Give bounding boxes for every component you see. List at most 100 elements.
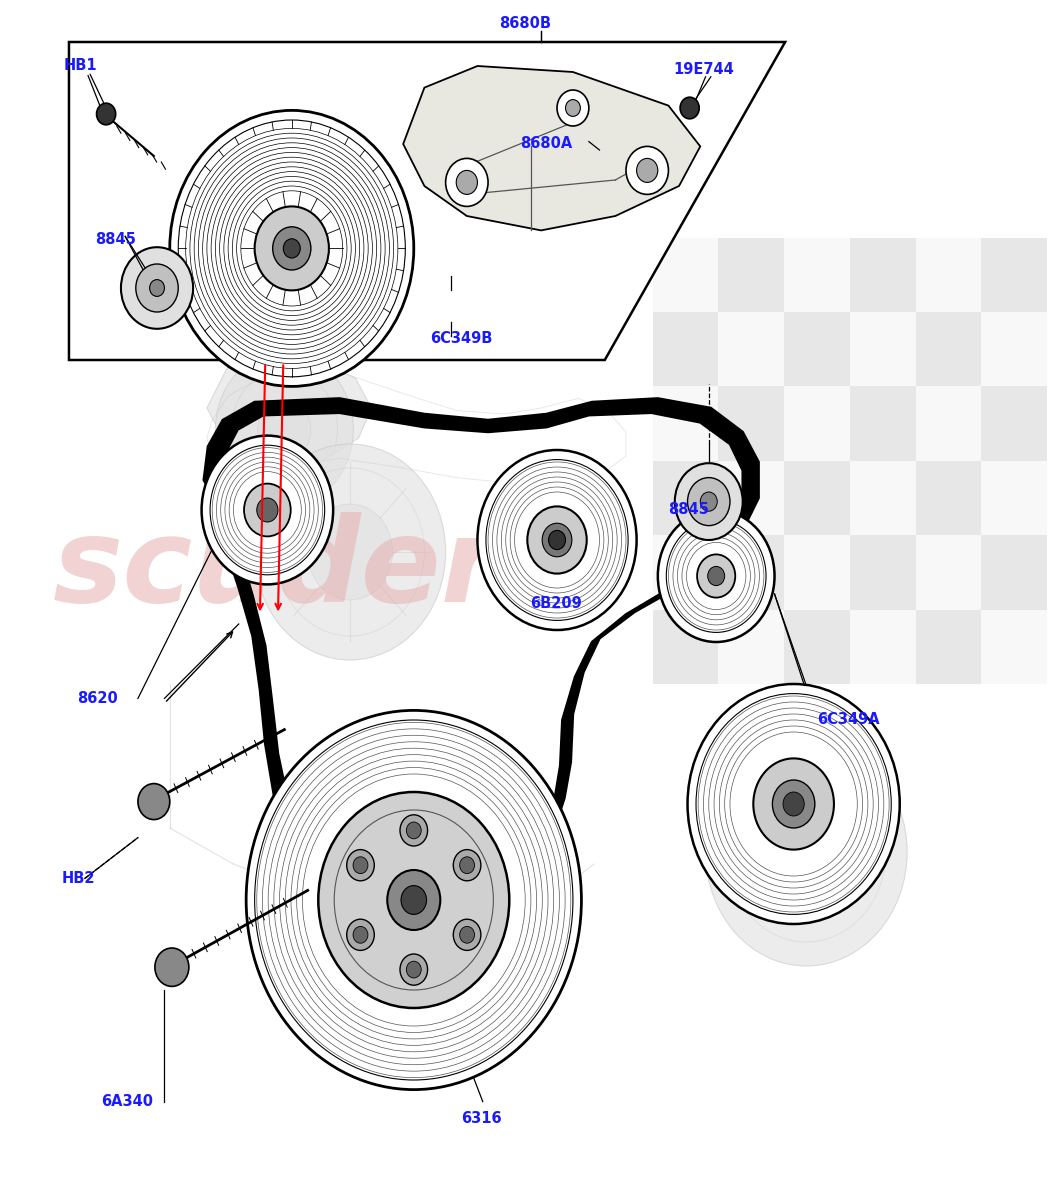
Bar bbox=[916, 386, 981, 461]
Circle shape bbox=[764, 804, 849, 900]
Bar bbox=[850, 461, 916, 535]
Bar bbox=[916, 610, 981, 684]
Text: 6B209: 6B209 bbox=[530, 596, 582, 611]
Circle shape bbox=[215, 352, 353, 508]
Bar bbox=[981, 535, 1047, 610]
Circle shape bbox=[486, 460, 628, 620]
Bar bbox=[718, 535, 784, 610]
Circle shape bbox=[708, 566, 725, 586]
Circle shape bbox=[255, 206, 329, 290]
Bar bbox=[850, 312, 916, 386]
Circle shape bbox=[697, 554, 735, 598]
Circle shape bbox=[400, 815, 428, 846]
Circle shape bbox=[401, 886, 427, 914]
Circle shape bbox=[406, 961, 421, 978]
Circle shape bbox=[696, 694, 891, 914]
Polygon shape bbox=[204, 398, 759, 922]
Circle shape bbox=[255, 444, 446, 660]
Bar bbox=[653, 312, 718, 386]
Bar bbox=[916, 535, 981, 610]
Circle shape bbox=[566, 100, 580, 116]
Bar bbox=[981, 238, 1047, 312]
Bar bbox=[718, 386, 784, 461]
Circle shape bbox=[273, 227, 311, 270]
Bar bbox=[784, 312, 850, 386]
Text: 6C349A: 6C349A bbox=[817, 713, 880, 727]
Text: 19E744: 19E744 bbox=[674, 62, 734, 77]
Circle shape bbox=[155, 948, 189, 986]
Bar bbox=[653, 461, 718, 535]
Circle shape bbox=[688, 478, 730, 526]
Circle shape bbox=[477, 450, 637, 630]
Circle shape bbox=[626, 146, 668, 194]
Bar bbox=[653, 238, 718, 312]
Circle shape bbox=[136, 264, 178, 312]
Bar bbox=[981, 386, 1047, 461]
Circle shape bbox=[666, 520, 766, 632]
Circle shape bbox=[138, 784, 170, 820]
Circle shape bbox=[121, 247, 193, 329]
Circle shape bbox=[688, 684, 900, 924]
Circle shape bbox=[542, 523, 572, 557]
Bar bbox=[981, 312, 1047, 386]
Bar bbox=[784, 610, 850, 684]
Circle shape bbox=[706, 738, 907, 966]
Circle shape bbox=[453, 919, 481, 950]
Circle shape bbox=[244, 484, 291, 536]
Circle shape bbox=[246, 710, 581, 1090]
Circle shape bbox=[753, 758, 834, 850]
Bar bbox=[850, 535, 916, 610]
Bar bbox=[981, 461, 1047, 535]
Text: 8680B: 8680B bbox=[499, 17, 551, 31]
Circle shape bbox=[446, 158, 488, 206]
Circle shape bbox=[308, 504, 393, 600]
Text: 6C349B: 6C349B bbox=[430, 331, 492, 346]
Polygon shape bbox=[207, 350, 371, 468]
Circle shape bbox=[347, 850, 375, 881]
Bar bbox=[718, 610, 784, 684]
Circle shape bbox=[202, 436, 333, 584]
Circle shape bbox=[170, 110, 414, 386]
Text: HB1: HB1 bbox=[64, 59, 98, 73]
Bar bbox=[916, 312, 981, 386]
Circle shape bbox=[258, 400, 311, 460]
Text: 6A340: 6A340 bbox=[101, 1094, 153, 1109]
Circle shape bbox=[785, 828, 828, 876]
Bar bbox=[916, 238, 981, 312]
Circle shape bbox=[549, 530, 566, 550]
Circle shape bbox=[387, 870, 440, 930]
Bar bbox=[981, 610, 1047, 684]
Text: 6316: 6316 bbox=[462, 1111, 502, 1126]
Text: 8845: 8845 bbox=[95, 233, 137, 247]
Circle shape bbox=[97, 103, 116, 125]
Circle shape bbox=[783, 792, 804, 816]
Bar bbox=[653, 535, 718, 610]
Circle shape bbox=[680, 97, 699, 119]
Circle shape bbox=[453, 850, 481, 881]
Bar bbox=[784, 238, 850, 312]
Circle shape bbox=[353, 926, 368, 943]
Circle shape bbox=[318, 792, 509, 1008]
Bar bbox=[784, 461, 850, 535]
Circle shape bbox=[400, 954, 428, 985]
Text: 8620: 8620 bbox=[77, 691, 118, 706]
Circle shape bbox=[150, 280, 164, 296]
Bar bbox=[850, 386, 916, 461]
Bar bbox=[850, 610, 916, 684]
Bar bbox=[850, 238, 916, 312]
Circle shape bbox=[459, 857, 474, 874]
Bar bbox=[718, 312, 784, 386]
Circle shape bbox=[772, 780, 815, 828]
Bar bbox=[916, 461, 981, 535]
Text: scuderia: scuderia bbox=[53, 512, 621, 628]
Circle shape bbox=[675, 463, 743, 540]
Polygon shape bbox=[69, 42, 785, 360]
Circle shape bbox=[406, 822, 421, 839]
Bar bbox=[718, 461, 784, 535]
Circle shape bbox=[527, 506, 587, 574]
Circle shape bbox=[459, 926, 474, 943]
Circle shape bbox=[353, 857, 368, 874]
Bar bbox=[653, 610, 718, 684]
Bar bbox=[784, 386, 850, 461]
Circle shape bbox=[178, 120, 405, 377]
